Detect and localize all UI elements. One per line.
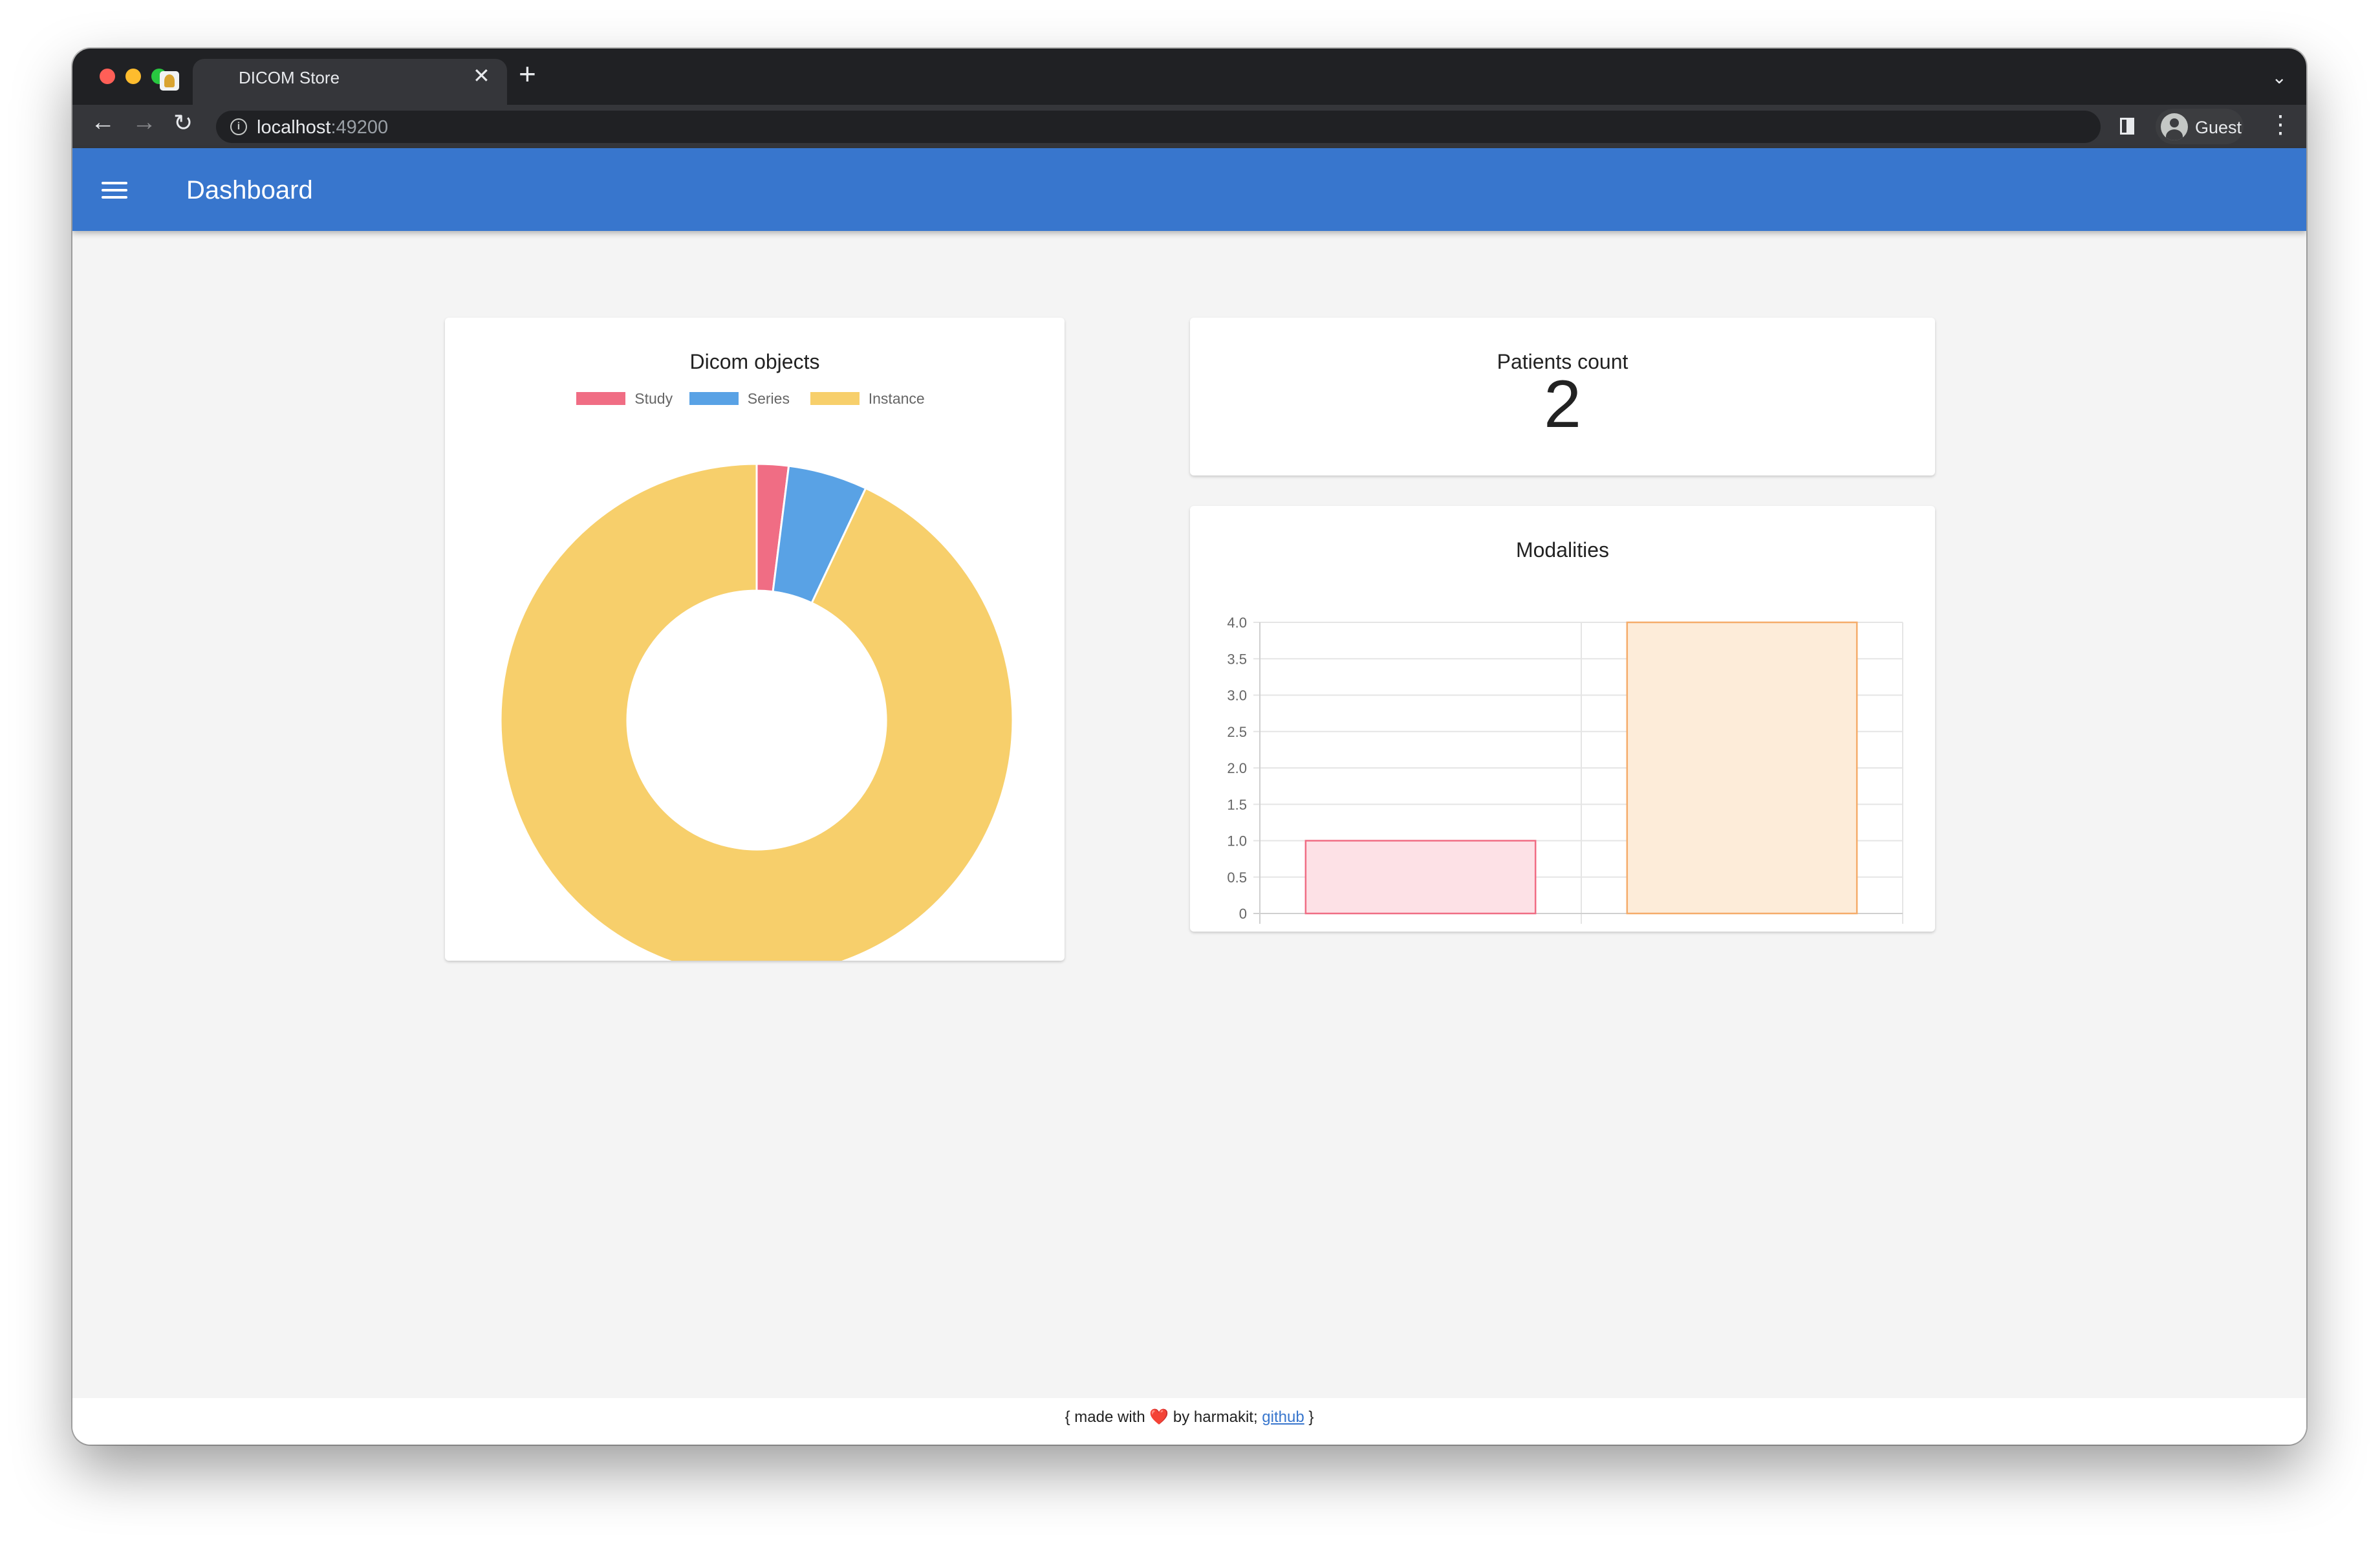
browser-window: DICOM Store ✕ + ⌄ ← → ↻ i localhost:4920… [72,49,2306,1445]
legend-label: Series [747,390,790,407]
dicom-objects-card: Dicom objects Study Series Instance [445,318,1065,961]
minimize-window-button[interactable] [125,69,141,84]
y-tick-label: 1.0 [1227,833,1247,849]
modalities-card: Modalities 0 0.5 1.0 1.5 2.0 2.5 3.0 3.5 4.0 MG MR [1190,506,1935,932]
footer-suffix: } [1304,1408,1314,1426]
modalities-title: Modalities [1515,538,1610,562]
legend-swatch [810,392,860,405]
browser-menu-icon[interactable]: ⋮ [2268,111,2293,138]
patients-count-card: Patients count 2 [1190,318,1935,475]
y-tick-label: 0 [1239,906,1247,922]
legend-label: Instance [868,390,925,407]
side-panel-icon[interactable] [2120,118,2134,135]
tab-search-icon[interactable]: ⌄ [2271,67,2287,87]
footer-prefix: { made with [1065,1408,1150,1426]
y-tick-label: 2.5 [1227,724,1247,740]
patients-count-value: 2 [1544,367,1581,442]
new-tab-button[interactable]: + [519,57,536,91]
y-tick-label: 4.0 [1227,615,1247,631]
donut-slice-instance[interactable] [499,463,1014,961]
github-link[interactable]: github [1262,1408,1304,1426]
footer: { made with ❤️ by harmakit; github } [72,1398,2306,1445]
favicon-icon [160,71,179,91]
y-tick-label: 2.0 [1227,760,1247,776]
profile-name: Guest [2195,118,2242,137]
y-tick-label: 3.0 [1227,688,1247,704]
reload-button[interactable]: ↻ [173,109,193,136]
dicom-objects-title: Dicom objects [689,350,820,373]
forward-button[interactable]: → [132,109,157,136]
patients-count-title: Patients count [1497,350,1628,373]
y-tick-label: 1.5 [1227,796,1247,813]
legend-swatch [576,392,626,405]
back-button[interactable]: ← [91,109,115,136]
hamburger-menu-icon[interactable] [102,182,127,199]
modalities-bar-chart: 0 0.5 1.0 1.5 2.0 2.5 3.0 3.5 4.0 MG MR [1227,615,1903,932]
url-host: localhost [257,117,331,138]
url-port: :49200 [330,117,389,138]
browser-tab[interactable] [193,59,507,105]
legend-label: Study [634,390,673,407]
y-tick-label: 0.5 [1227,869,1247,886]
url-text: localhost:49200 [257,117,388,138]
tab-title: DICOM Store [239,68,340,87]
x-tick-label: MG [1409,929,1433,932]
site-info-icon[interactable]: i [230,118,247,135]
donut-chart [499,463,1014,961]
heart-icon: ❤️ [1149,1408,1169,1426]
footer-middle: by harmakit; [1169,1408,1262,1426]
x-tick-label: MR [1731,929,1754,932]
y-tick-label: 3.5 [1227,651,1247,667]
avatar-icon [2161,113,2188,140]
profile-button[interactable]: Guest [2156,109,2244,144]
address-bar[interactable]: i localhost:49200 [216,111,2101,143]
page-title: Dashboard [186,176,313,204]
legend-swatch [689,392,739,405]
close-window-button[interactable] [100,69,115,84]
bar-mr[interactable] [1626,621,1858,915]
donut-legend: Study Series Instance [445,389,1065,407]
app-bar: Dashboard [72,148,2306,231]
browser-toolbar: ← → ↻ i localhost:49200 Guest ⋮ [72,105,2306,148]
tab-close-icon[interactable]: ✕ [473,64,490,87]
tab-strip: DICOM Store ✕ + ⌄ [72,49,2306,105]
bar-mg[interactable] [1304,840,1537,915]
